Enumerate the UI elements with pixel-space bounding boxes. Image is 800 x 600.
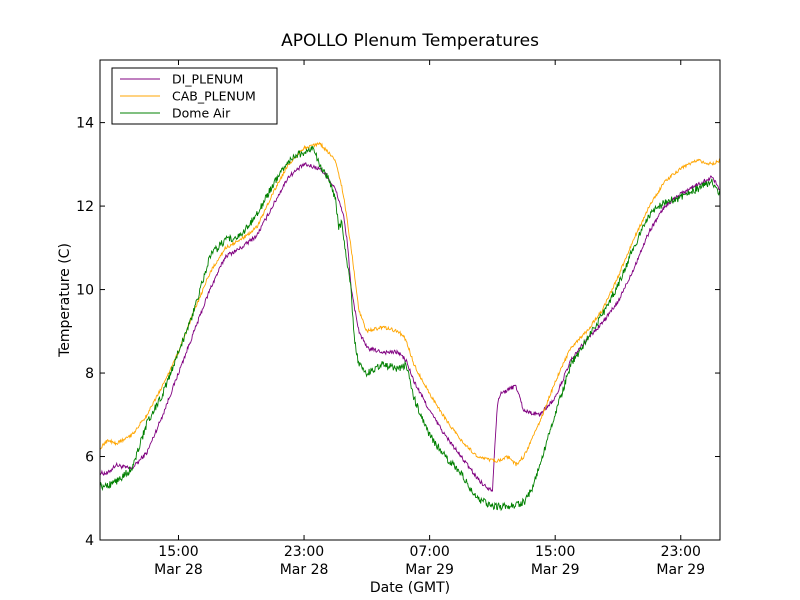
x-tick-date-label: Mar 28 [280, 562, 329, 578]
x-tick-time-label: 15:00 [158, 544, 198, 560]
x-tick-time-label: 23:00 [661, 544, 701, 560]
x-tick-time-label: 15:00 [535, 544, 575, 560]
legend: DI_PLENUM CAB_PLENUM Dome Air [111, 67, 278, 125]
legend-label: CAB_PLENUM [172, 89, 256, 104]
x-tick-date-label: Mar 29 [656, 562, 705, 578]
series-group [100, 141, 720, 512]
plot-frame [99, 59, 721, 541]
x-tick-date-label: Mar 28 [154, 562, 203, 578]
y-tick-label: 14 [76, 116, 94, 132]
y-tick-label: 12 [76, 199, 94, 215]
legend-label: Dome Air [172, 106, 231, 121]
y-tick-label: 4 [85, 533, 94, 549]
series-line-3 [100, 145, 720, 512]
series-line-1 [100, 162, 720, 493]
y-tick-label: 10 [76, 283, 94, 299]
x-tick-time-label: 23:00 [284, 544, 324, 560]
series-line-2 [100, 141, 720, 467]
x-axis-label: Date (GMT) [370, 580, 450, 596]
legend-label: DI_PLENUM [172, 72, 243, 87]
x-tick-time-label: 07:00 [409, 544, 449, 560]
y-axis-label: Temperature (C) [57, 243, 73, 358]
chart-title: APOLLO Plenum Temperatures [281, 31, 539, 51]
axes-group: 4 6 8 10 12 14 15:00 Mar 28 23:00 Mar 28 07:00 Mar … [76, 59, 721, 578]
x-tick-date-label: Mar 29 [531, 562, 580, 578]
x-tick-date-label: Mar 29 [405, 562, 454, 578]
y-tick-label: 6 [85, 450, 94, 466]
y-tick-label: 8 [85, 366, 94, 382]
